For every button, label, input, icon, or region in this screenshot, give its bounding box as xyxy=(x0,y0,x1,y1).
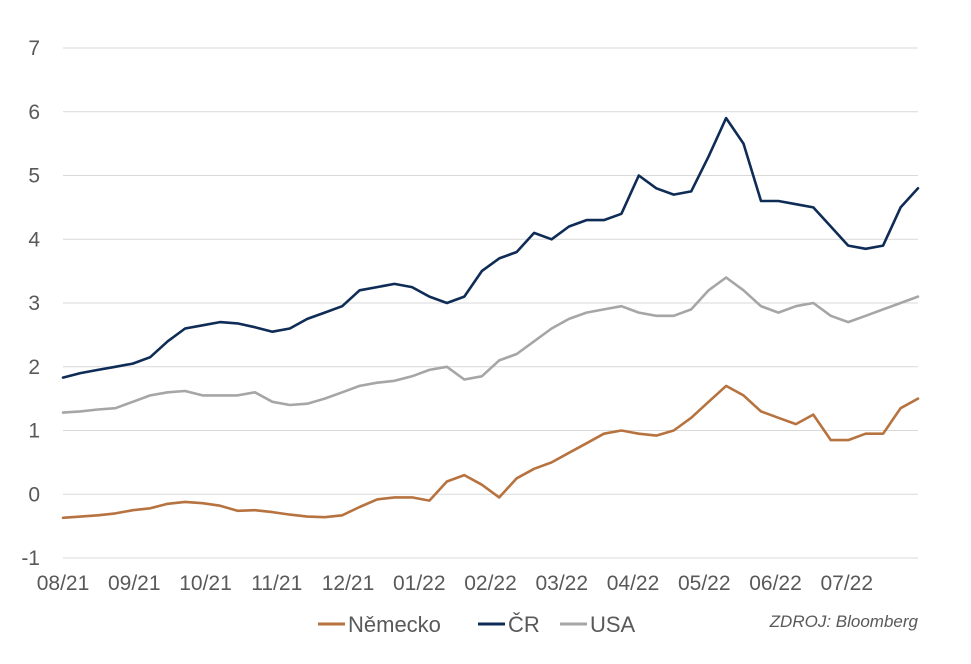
y-axis-tick-labels: -1 0 1 2 3 4 5 6 7 xyxy=(21,37,40,570)
legend-label-cr: ČR xyxy=(508,612,540,637)
legend-item-nemecko: Německo xyxy=(318,612,441,637)
y-tick-label: 4 xyxy=(28,228,40,251)
series-lines xyxy=(61,116,920,520)
x-tick-label: 07/22 xyxy=(820,572,873,595)
x-tick-label: 09/21 xyxy=(108,572,161,595)
series-line-usa xyxy=(61,276,920,414)
legend: Německo ČR USA xyxy=(318,612,636,637)
y-tick-label: 6 xyxy=(28,101,40,124)
x-tick-label: 03/22 xyxy=(535,572,588,595)
x-tick-label: 04/22 xyxy=(607,572,660,595)
legend-item-usa: USA xyxy=(560,612,636,637)
source-note: ZDROJ: Bloomberg xyxy=(769,612,919,631)
x-tick-label: 12/21 xyxy=(322,572,375,595)
x-tick-label: 10/21 xyxy=(179,572,232,595)
legend-item-cr: ČR xyxy=(478,612,540,637)
x-tick-label: 08/21 xyxy=(37,572,90,595)
legend-label-usa: USA xyxy=(590,612,636,637)
series-line-německo xyxy=(61,384,920,520)
x-tick-label: 02/22 xyxy=(464,572,517,595)
x-tick-label: 01/22 xyxy=(393,572,446,595)
y-tick-label: 0 xyxy=(28,483,40,506)
gridlines xyxy=(63,47,918,559)
x-tick-label: 06/22 xyxy=(749,572,802,595)
y-tick-label: 1 xyxy=(28,420,40,443)
legend-label-nemecko: Německo xyxy=(348,612,441,637)
series-line-čr xyxy=(61,116,920,379)
y-tick-label: 2 xyxy=(28,356,40,379)
x-tick-label: 05/22 xyxy=(678,572,731,595)
x-axis-tick-labels: 08/21 09/21 10/21 11/21 12/21 01/22 02/22 03/22… xyxy=(37,572,873,595)
y-tick-label: 5 xyxy=(28,165,40,188)
y-tick-label: 3 xyxy=(28,292,40,315)
y-tick-label: 7 xyxy=(28,37,40,60)
x-tick-label: 11/21 xyxy=(251,572,302,595)
y-tick-label: -1 xyxy=(21,547,40,570)
